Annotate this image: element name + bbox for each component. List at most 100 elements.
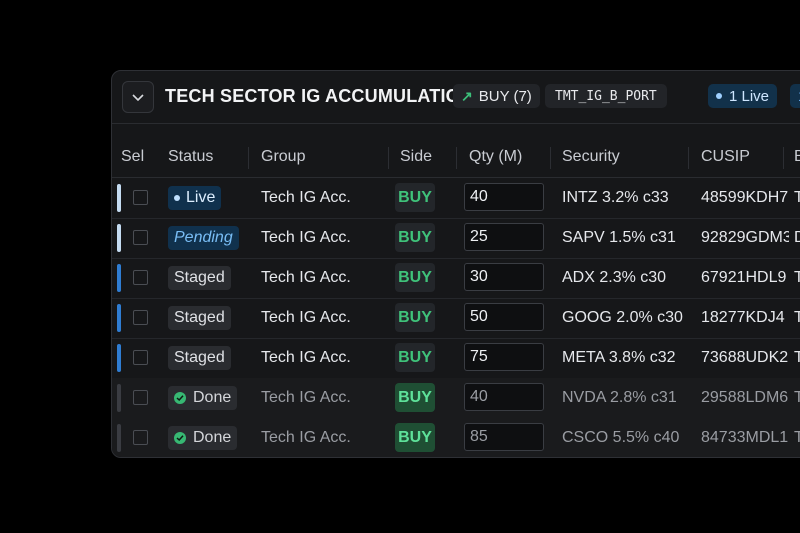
- col-sel[interactable]: Sel: [121, 148, 145, 165]
- group-cell: Tech IG Acc.: [261, 309, 351, 326]
- col-side[interactable]: Side: [400, 148, 433, 165]
- cusip-cell: 67921HDL9: [701, 269, 787, 286]
- side-badge: BUY: [395, 263, 435, 292]
- secondary-count-badge[interactable]: 1: [790, 84, 800, 108]
- status-badge: Done: [168, 386, 238, 410]
- cusip-cell: 73688UDK2: [701, 349, 789, 366]
- security-cell: SAPV 1.5% c31: [562, 229, 676, 246]
- row-checkbox[interactable]: [133, 310, 148, 325]
- group-cell: Tech IG Acc.: [261, 429, 351, 446]
- extra-cell: T: [794, 269, 800, 287]
- status-bar: [117, 184, 121, 212]
- group-cell: Tech IG Acc.: [261, 389, 351, 406]
- qty-input[interactable]: 25: [464, 223, 544, 251]
- group-cell: Tech IG Acc.: [261, 229, 351, 246]
- table-row[interactable]: Staged Tech IG Acc. BUY 30 ADX 2.3% c30 …: [112, 258, 800, 299]
- table-row[interactable]: Done Tech IG Acc. BUY 40 NVDA 2.8% c31 2…: [112, 378, 800, 419]
- column-divider[interactable]: [388, 147, 389, 169]
- live-dot-icon: [716, 93, 722, 99]
- col-group[interactable]: Group: [261, 148, 306, 165]
- status-badge: Live: [168, 186, 222, 210]
- cusip-cell: 48599KDH7: [701, 189, 789, 206]
- status-label: Live: [186, 189, 216, 206]
- status-badge: Pending: [168, 226, 239, 250]
- extra-cell: T: [794, 429, 800, 447]
- column-divider[interactable]: [550, 147, 551, 169]
- status-bar: [117, 344, 121, 372]
- col-security[interactable]: Security: [562, 148, 620, 165]
- status-bar: [117, 424, 121, 452]
- side-badge: BUY: [395, 303, 435, 332]
- live-count-badge[interactable]: 1 Live: [708, 84, 778, 108]
- collapse-button[interactable]: [122, 81, 154, 113]
- extra-cell: T: [794, 349, 800, 367]
- security-cell: GOOG 2.0% c30: [562, 309, 683, 326]
- table-row[interactable]: Live Tech IG Acc. BUY 40 INTZ 3.2% c33 4…: [112, 178, 800, 219]
- extra-cell: T: [794, 309, 800, 327]
- table-row[interactable]: Staged Tech IG Acc. BUY 50 GOOG 2.0% c30…: [112, 298, 800, 339]
- side-badge: BUY: [395, 183, 435, 212]
- row-checkbox[interactable]: [133, 270, 148, 285]
- row-checkbox[interactable]: [133, 390, 148, 405]
- status-badge: Done: [168, 426, 238, 450]
- status-bar: [117, 384, 121, 412]
- status-badge: Staged: [168, 306, 231, 330]
- col-status[interactable]: Status: [168, 148, 214, 165]
- check-circle-icon: [174, 392, 186, 404]
- live-dot-icon: [174, 195, 180, 201]
- qty-input[interactable]: 50: [464, 303, 544, 331]
- table-header: Sel Status Group Side Qty (M) Security C…: [112, 143, 800, 178]
- security-cell: CSCO 5.5% c40: [562, 429, 680, 446]
- side-badge: BUY: [395, 423, 435, 452]
- group-cell: Tech IG Acc.: [261, 269, 351, 286]
- buy-count-label: BUY (7): [478, 87, 532, 105]
- status-bar: [117, 264, 121, 292]
- row-checkbox[interactable]: [133, 230, 148, 245]
- extra-cell: T: [794, 189, 800, 207]
- order-panel: TECH SECTOR IG ACCUMULATION ↗ BUY (7) TM…: [111, 70, 800, 458]
- status-bar: [117, 304, 121, 332]
- portfolio-badge[interactable]: TMT_IG_B_PORT: [545, 84, 667, 108]
- column-divider[interactable]: [783, 147, 784, 169]
- row-checkbox[interactable]: [133, 430, 148, 445]
- arrow-up-right-icon: ↗: [461, 87, 473, 104]
- group-cell: Tech IG Acc.: [261, 189, 351, 206]
- cusip-cell: 18277KDJ4: [701, 309, 785, 326]
- cusip-cell: 92829GDM3: [701, 229, 789, 246]
- group-cell: Tech IG Acc.: [261, 349, 351, 366]
- live-count-label: 1 Live: [729, 87, 770, 105]
- column-divider[interactable]: [456, 147, 457, 169]
- qty-input[interactable]: 85: [464, 423, 544, 451]
- extra-cell: D: [794, 229, 800, 247]
- qty-input[interactable]: 40: [464, 383, 544, 411]
- status-label: Done: [193, 389, 232, 406]
- buy-count-badge[interactable]: ↗ BUY (7): [453, 84, 540, 108]
- qty-input[interactable]: 40: [464, 183, 544, 211]
- table-row[interactable]: Done Tech IG Acc. BUY 85 CSCO 5.5% c40 8…: [112, 418, 800, 457]
- qty-input[interactable]: 75: [464, 343, 544, 371]
- side-badge: BUY: [395, 343, 435, 372]
- row-checkbox[interactable]: [133, 350, 148, 365]
- col-extra[interactable]: B: [794, 148, 800, 166]
- status-bar: [117, 224, 121, 252]
- status-label: Done: [193, 429, 232, 446]
- security-cell: META 3.8% c32: [562, 349, 676, 366]
- table-row[interactable]: Pending Tech IG Acc. BUY 25 SAPV 1.5% c3…: [112, 218, 800, 259]
- column-divider[interactable]: [248, 147, 249, 169]
- side-badge: BUY: [395, 383, 435, 412]
- col-qty[interactable]: Qty (M): [469, 148, 523, 165]
- qty-input[interactable]: 30: [464, 263, 544, 291]
- check-circle-icon: [174, 432, 186, 444]
- status-badge: Staged: [168, 346, 231, 370]
- security-cell: ADX 2.3% c30: [562, 269, 667, 286]
- security-cell: INTZ 3.2% c33: [562, 189, 669, 206]
- row-checkbox[interactable]: [133, 190, 148, 205]
- status-badge: Staged: [168, 266, 231, 290]
- col-cusip[interactable]: CUSIP: [701, 148, 750, 165]
- cusip-cell: 29588LDM6: [701, 389, 789, 406]
- cusip-cell: 84733MDL1: [701, 429, 789, 446]
- extra-cell: T: [794, 389, 800, 407]
- side-badge: BUY: [395, 223, 435, 252]
- column-divider[interactable]: [688, 147, 689, 169]
- table-row[interactable]: Staged Tech IG Acc. BUY 75 META 3.8% c32…: [112, 338, 800, 379]
